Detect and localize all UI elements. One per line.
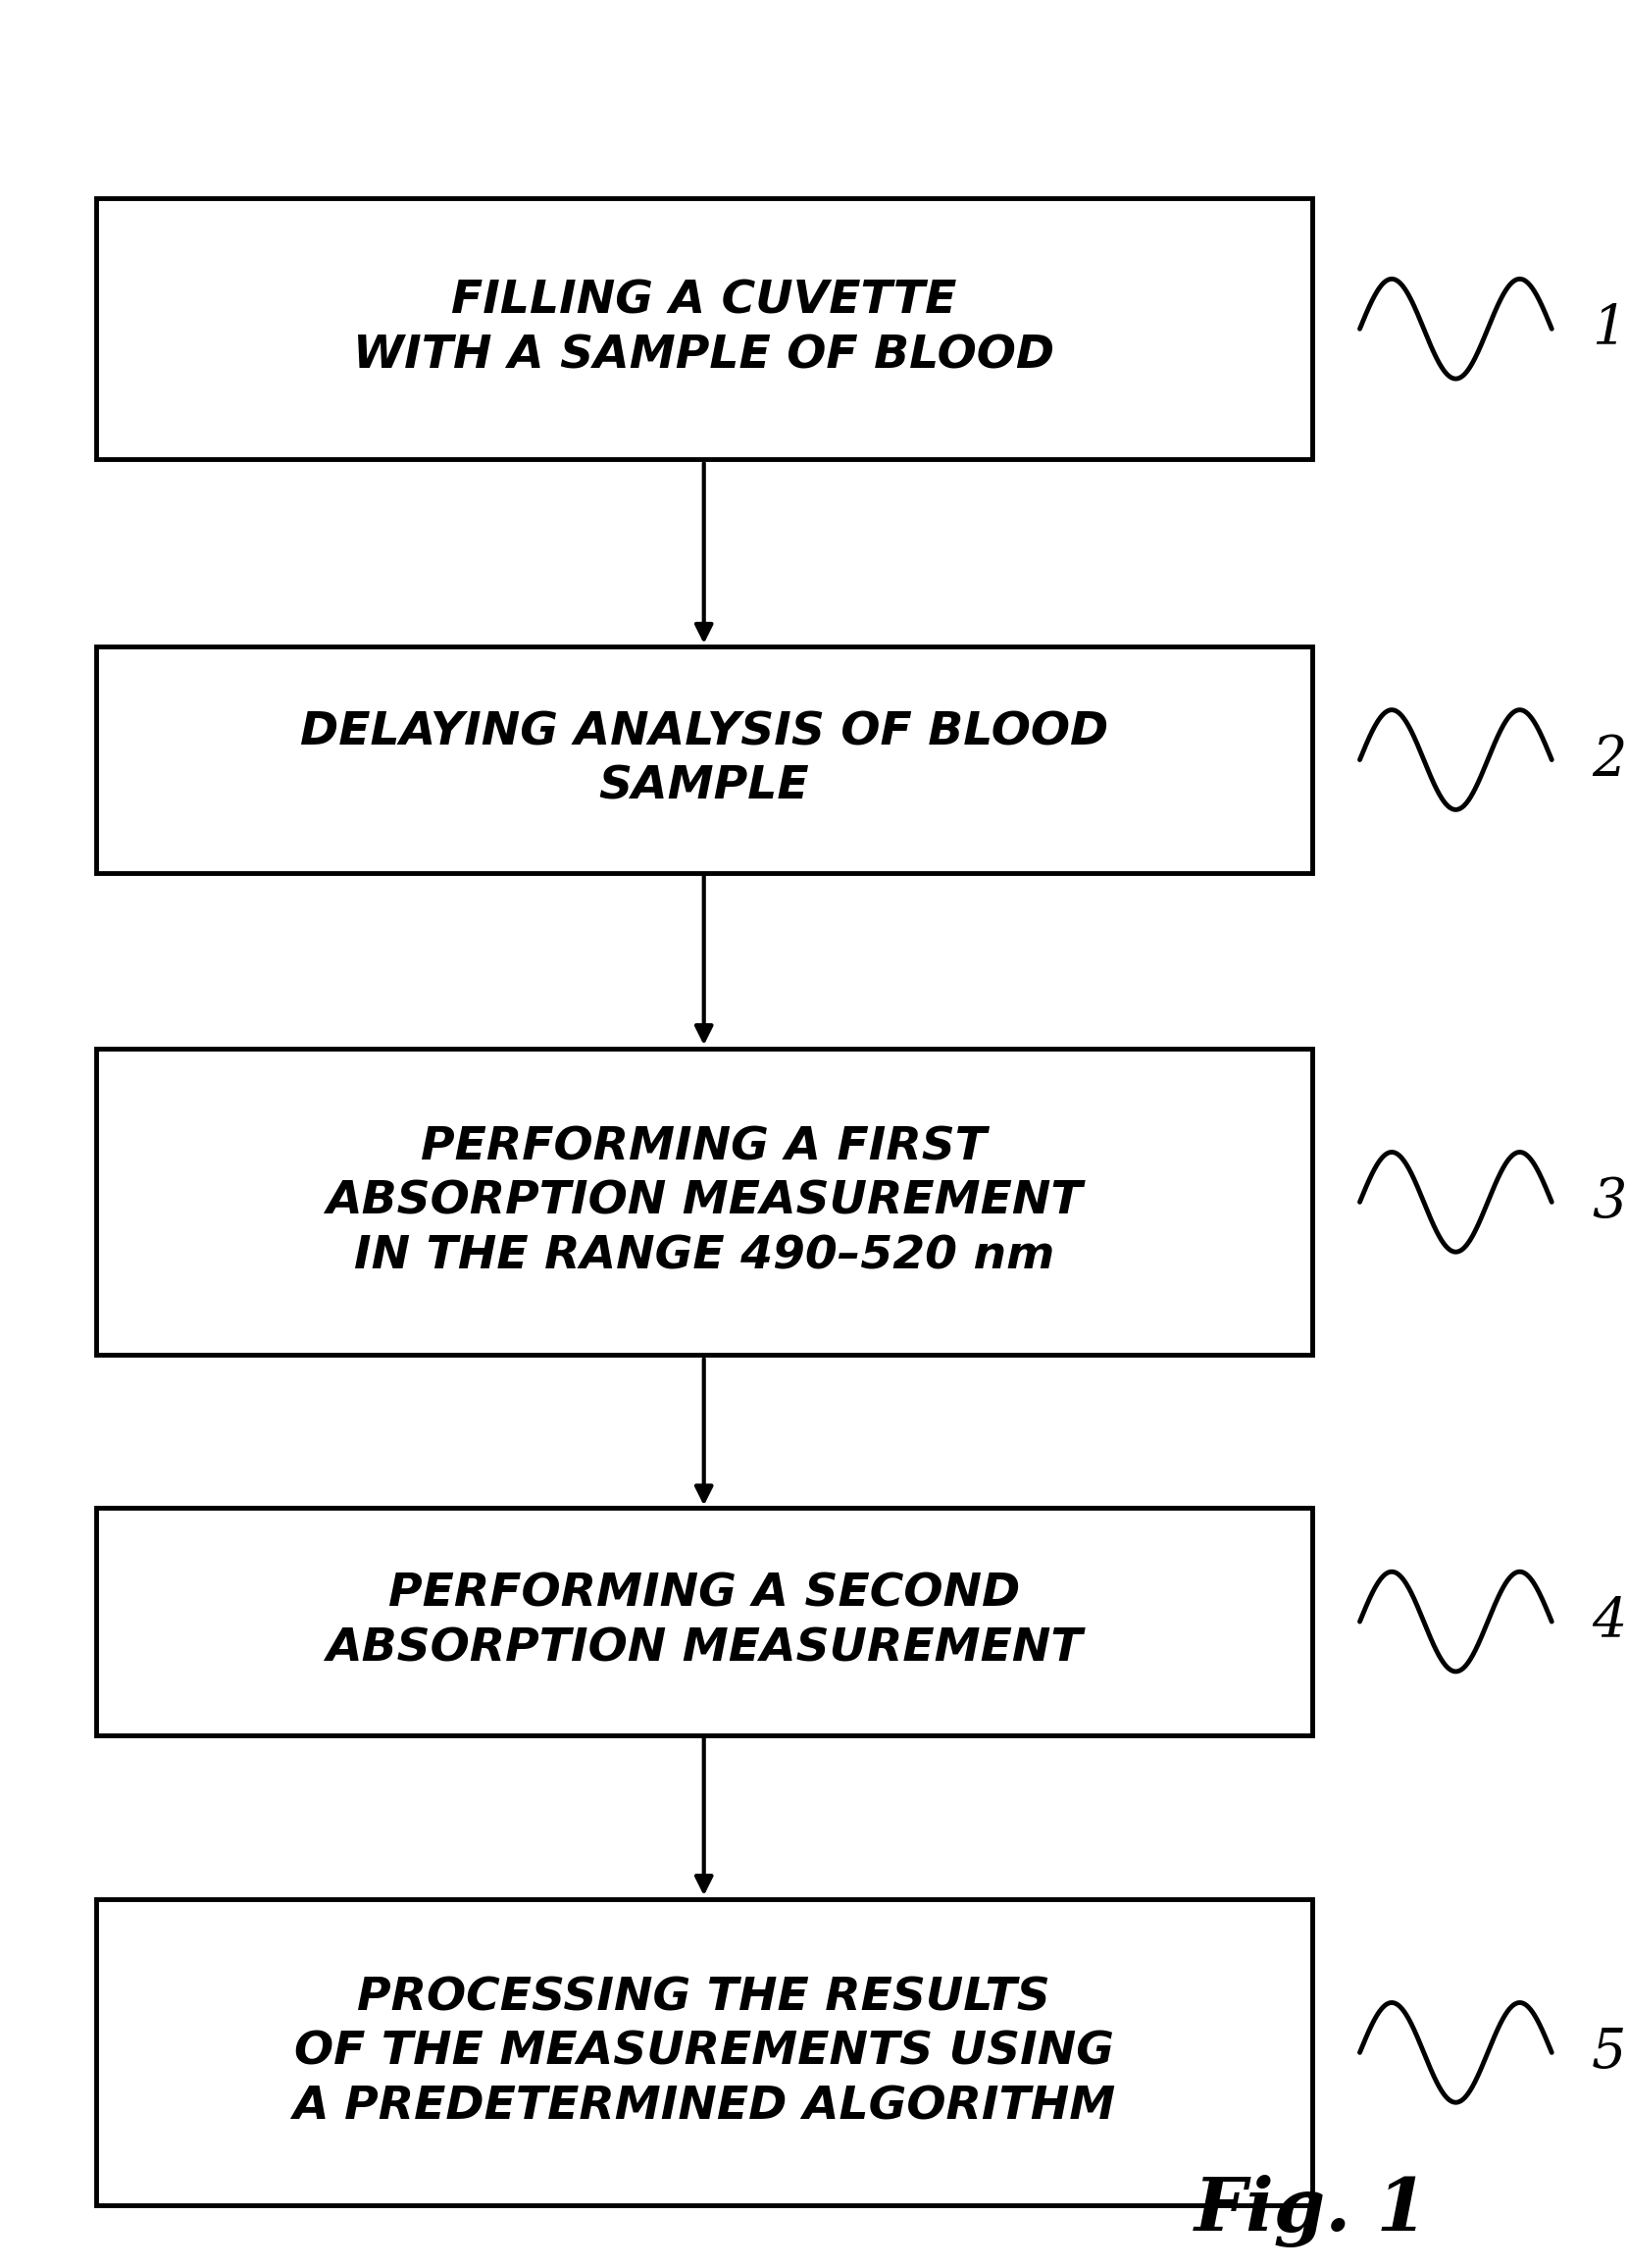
Text: PERFORMING A FIRST
ABSORPTION MEASUREMENT
IN THE RANGE 490–520 nm: PERFORMING A FIRST ABSORPTION MEASUREMEN… [326,1125,1083,1279]
Text: Fig. 1: Fig. 1 [1195,2175,1429,2248]
Text: DELAYING ANALYSIS OF BLOOD
SAMPLE: DELAYING ANALYSIS OF BLOOD SAMPLE [300,710,1109,810]
FancyBboxPatch shape [96,1901,1312,2204]
Text: PERFORMING A SECOND
ABSORPTION MEASUREMENT: PERFORMING A SECOND ABSORPTION MEASUREME… [326,1572,1083,1672]
FancyBboxPatch shape [96,646,1312,873]
Text: 2: 2 [1592,733,1626,787]
Text: FILLING A CUVETTE
WITH A SAMPLE OF BLOOD: FILLING A CUVETTE WITH A SAMPLE OF BLOOD [353,279,1055,379]
FancyBboxPatch shape [96,200,1312,458]
FancyBboxPatch shape [96,1508,1312,1735]
Text: 5: 5 [1592,2025,1626,2080]
Text: 4: 4 [1592,1594,1626,1649]
Text: 3: 3 [1592,1175,1626,1229]
Text: 1: 1 [1592,302,1626,356]
Text: PROCESSING THE RESULTS
OF THE MEASUREMENTS USING
A PREDETERMINED ALGORITHM: PROCESSING THE RESULTS OF THE MEASUREMEN… [293,1975,1115,2130]
FancyBboxPatch shape [96,1048,1312,1356]
